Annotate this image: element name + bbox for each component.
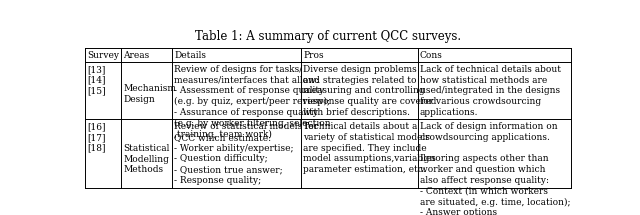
Text: Cons: Cons (420, 51, 443, 60)
Text: Mechanism
Design: Mechanism Design (124, 84, 177, 104)
Text: Review of designs for tasks/
measures/interfaces that allow:
- Assessment of res: Review of designs for tasks/ measures/in… (175, 65, 331, 139)
Text: Lack of design information on
crowdsourcing applications.

Ignoring aspects othe: Lack of design information on crowdsourc… (420, 122, 570, 215)
Text: Pros: Pros (303, 51, 324, 60)
Text: Diverse design problems
and strategies related to
measuring and controlling
resp: Diverse design problems and strategies r… (303, 65, 436, 117)
Text: Review of statistical models for
QCC which estimate:
- Worker ability/expertise;: Review of statistical models for QCC whi… (175, 122, 319, 185)
Text: Survey: Survey (87, 51, 119, 60)
Text: Technical details about a
variety of statistical models
are specified. They incl: Technical details about a variety of sta… (303, 122, 436, 174)
Text: Statistical
Modelling
Methods: Statistical Modelling Methods (124, 144, 170, 174)
Text: [13]
[14]
[15]: [13] [14] [15] (87, 65, 106, 95)
Text: Details: Details (175, 51, 207, 60)
Text: Table 1: A summary of current QCC surveys.: Table 1: A summary of current QCC survey… (195, 30, 461, 43)
Text: Areas: Areas (124, 51, 150, 60)
Text: Lack of technical details about
how statistical methods are
used/integrated in t: Lack of technical details about how stat… (420, 65, 561, 117)
Text: [16]
[17]
[18]: [16] [17] [18] (87, 122, 106, 153)
